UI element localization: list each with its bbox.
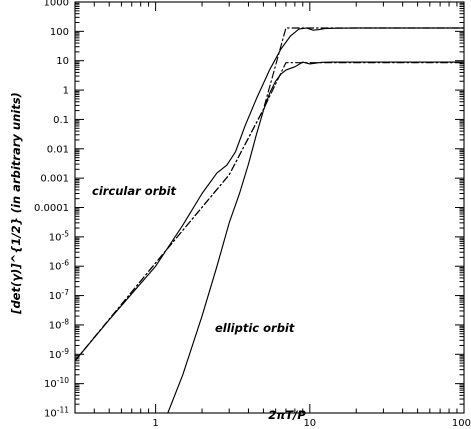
y-tick-label: 1 bbox=[63, 86, 69, 97]
asymptote-line-3 bbox=[75, 62, 464, 362]
x-axis-title: 2πT/P bbox=[268, 408, 306, 422]
plot-marks bbox=[75, 27, 464, 413]
curve-line-0 bbox=[75, 27, 464, 362]
y-tick-labels: 1000 100 10 1 0.1 0.01 0.001 0.0001 10-5 10-6 10-7… bbox=[34, 0, 69, 420]
plot-frame bbox=[74, 1, 465, 414]
annotation-elliptic-orbit: elliptic orbit bbox=[215, 321, 295, 335]
y-tick-label: 10-9 bbox=[49, 347, 69, 361]
x-tick-labels: 1 10 100 bbox=[152, 418, 471, 429]
y-tick-label: 10-7 bbox=[49, 288, 69, 302]
y-tick-label: 10 bbox=[56, 56, 69, 67]
axis-ticks bbox=[74, 1, 465, 414]
y-tick-label: 10-5 bbox=[49, 229, 69, 243]
x-tick-label: 1 bbox=[152, 418, 158, 429]
y-tick-label: 100 bbox=[50, 27, 69, 38]
y-axis-title: [det(γ)]^{1/2} (in arbitrary units) bbox=[9, 92, 23, 315]
y-tick-label: 0.01 bbox=[47, 144, 69, 155]
x-tick-label: 10 bbox=[303, 418, 316, 429]
y-tick-label: 0.1 bbox=[53, 115, 69, 126]
y-tick-label: 10-6 bbox=[49, 259, 69, 273]
y-tick-label: 10-8 bbox=[49, 317, 69, 331]
y-tick-label: 1000 bbox=[44, 0, 69, 9]
y-tick-label: 10-11 bbox=[44, 406, 69, 420]
annotation-circular-orbit: circular orbit bbox=[92, 184, 177, 198]
y-tick-label: 10-10 bbox=[44, 376, 69, 390]
curve-line-2 bbox=[167, 61, 464, 413]
y-tick-label: 0.001 bbox=[40, 174, 69, 185]
x-tick-label: 100 bbox=[452, 418, 471, 429]
y-tick-label: 0.0001 bbox=[34, 203, 69, 214]
